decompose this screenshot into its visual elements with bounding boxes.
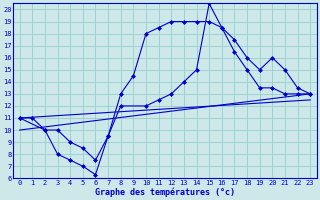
X-axis label: Graphe des températures (°c): Graphe des températures (°c) bbox=[95, 187, 235, 197]
